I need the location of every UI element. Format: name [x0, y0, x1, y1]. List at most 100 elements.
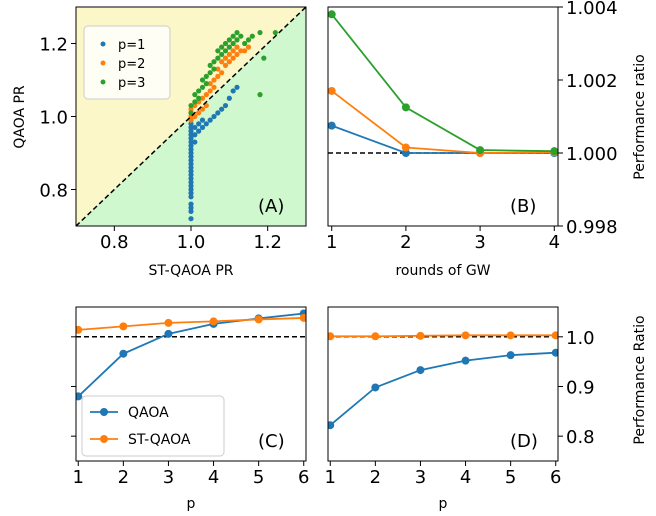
scatter-point-p1 [231, 88, 236, 93]
panel-b-ytick-label: 1.004 [566, 0, 618, 19]
scatter-point-p3 [238, 34, 243, 39]
panel-d-label: (D) [510, 431, 538, 452]
panel-d-ylabel: Performance Ratio [632, 315, 648, 444]
scatter-point-p1 [211, 114, 216, 119]
series-point-2 [476, 146, 484, 154]
panel-b: 1 2 3 40.9981.0001.0021.004 (B) rounds of G… [326, 0, 648, 279]
panel-d-xtick-label: 5 [505, 467, 516, 488]
panel-b-ytick-label: 1.002 [566, 71, 618, 92]
panel-c-xtick-label: 5 [253, 467, 264, 488]
series-point-1 [74, 326, 82, 334]
series-point-1 [328, 87, 336, 95]
panel-a-xlabel: ST-QAOA PR [148, 263, 233, 279]
scatter-point-p2 [215, 74, 220, 79]
scatter-point-p2 [242, 48, 247, 53]
scatter-point-p3 [219, 45, 224, 50]
panel-b-frame [328, 7, 558, 226]
panel-c-xtick-label: 2 [118, 467, 129, 488]
scatter-point-p3 [261, 56, 266, 61]
scatter-point-p3 [215, 56, 220, 61]
series-point-1 [402, 144, 410, 152]
scatter-point-p1 [223, 103, 228, 108]
panel-b-xtick-label: 4 [549, 232, 560, 253]
series-point-0 [416, 366, 424, 374]
panel-a-xtick-label: 1.2 [253, 232, 282, 253]
series-point-0 [552, 349, 560, 357]
scatter-point-p3 [223, 48, 228, 53]
series-point-0 [326, 421, 334, 429]
scatter-point-p3 [196, 88, 201, 93]
panel-d-xlabel: p [439, 496, 448, 512]
scatter-point-p1 [200, 118, 205, 123]
scatter-point-p3 [200, 85, 205, 90]
panel-c-label: (C) [258, 431, 285, 452]
panel-a-legend: p=1 p=2 p=3 [84, 26, 170, 99]
panel-c-xtick-label: 6 [298, 467, 309, 488]
series-point-0 [462, 357, 470, 365]
scatter-point-p2 [219, 59, 224, 64]
series-point-2 [550, 147, 558, 155]
series-line-1 [332, 91, 555, 153]
scatter-point-p3 [231, 41, 236, 46]
legend-label-p1: p=1 [118, 38, 145, 53]
scatter-point-p3 [234, 30, 239, 35]
panel-d-ytick-label: 0.9 [566, 377, 595, 398]
scatter-point-p1 [188, 202, 193, 207]
scatter-point-p1 [219, 107, 224, 112]
scatter-point-p3 [196, 96, 201, 101]
scatter-point-p3 [257, 92, 262, 97]
scatter-point-p1 [196, 129, 201, 134]
scatter-point-p3 [246, 37, 251, 42]
scatter-point-p3 [223, 41, 228, 46]
scatter-point-p2 [231, 48, 236, 53]
panel-b-ylabel: Performance ratio [632, 54, 648, 179]
series-point-0 [328, 122, 336, 130]
series-point-1 [255, 315, 263, 323]
scatter-point-p3 [200, 77, 205, 82]
panel-b-label: (B) [510, 196, 536, 217]
scatter-point-p3 [204, 74, 209, 79]
legend-label-st-qaoa: ST-QAOA [128, 432, 191, 448]
scatter-point-p3 [231, 34, 236, 39]
panel-a: 0.8 1.0 1.2 0.8 1.0 1.2 p=1 p=2 p=3 (A) ST-QA… [12, 7, 306, 279]
series-point-1 [210, 317, 218, 325]
series-point-1 [119, 322, 127, 330]
panel-d-xtick-label: 1 [325, 467, 336, 488]
legend-marker-qaoa [100, 408, 108, 416]
scatter-point-p2 [234, 45, 239, 50]
legend-marker-p3 [101, 80, 106, 85]
panel-d-ytick-label: 0.8 [566, 427, 595, 448]
scatter-point-p2 [234, 52, 239, 57]
panel-b-xtick-label: 2 [400, 232, 411, 253]
scatter-point-p2 [208, 88, 213, 93]
panel-b-xlabel: rounds of GW [395, 263, 490, 279]
panel-b-xtick-label: 3 [474, 232, 485, 253]
series-point-0 [119, 350, 127, 358]
series-line-2 [332, 14, 555, 151]
series-line-0 [330, 353, 555, 426]
scatter-point-p2 [227, 52, 232, 57]
scatter-point-p1 [200, 125, 205, 130]
scatter-point-p1 [234, 85, 239, 90]
legend-label-qaoa: QAOA [128, 405, 169, 421]
panel-c-xtick-label: 3 [163, 467, 174, 488]
scatter-point-p1 [188, 216, 193, 221]
scatter-point-p3 [211, 66, 216, 71]
panel-d-xtick-label: 2 [370, 467, 381, 488]
panel-a-ytick-label: 1.0 [39, 108, 68, 129]
scatter-point-p3 [257, 30, 262, 35]
panel-c: 123456 QAOA ST-QAOA (C) p [71, 307, 309, 512]
scatter-point-p1 [192, 139, 197, 144]
legend-label-p3: p=3 [118, 76, 145, 91]
scatter-point-p3 [215, 48, 220, 53]
scatter-point-p3 [208, 63, 213, 68]
panel-d-ytick-label: 1.0 [566, 328, 595, 349]
scatter-point-p2 [211, 77, 216, 82]
scatter-point-p2 [219, 70, 224, 75]
panel-c-xtick-label: 1 [73, 467, 84, 488]
legend-marker-st-qaoa [100, 435, 108, 443]
series-point-1 [462, 331, 470, 339]
scatter-point-p3 [227, 37, 232, 42]
legend-marker-p2 [101, 61, 106, 66]
